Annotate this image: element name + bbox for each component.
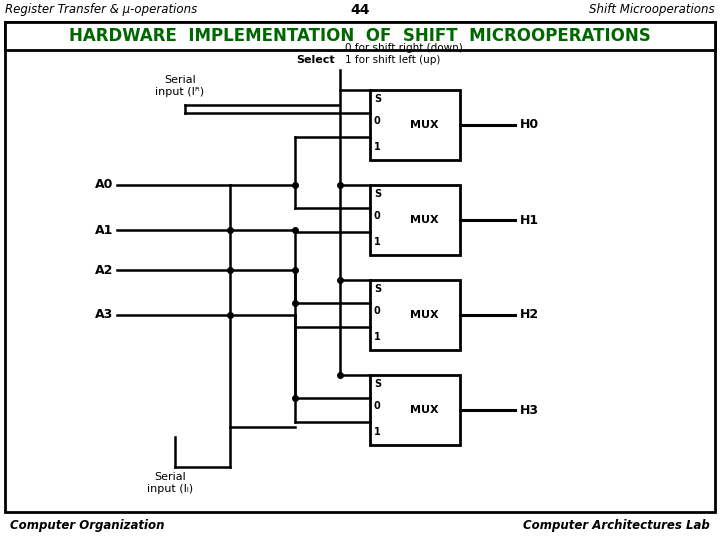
Text: A3: A3 (95, 308, 113, 321)
Text: 1: 1 (374, 427, 381, 437)
Text: S: S (374, 379, 381, 389)
Text: 44: 44 (350, 3, 370, 17)
Bar (370, 280, 460, 350)
Text: MUX: MUX (410, 405, 438, 415)
Text: 0: 0 (374, 116, 381, 126)
Bar (370, 185, 460, 255)
Text: Computer Organization: Computer Organization (10, 519, 164, 532)
Text: H3: H3 (520, 403, 539, 416)
Text: A2: A2 (95, 264, 113, 276)
Text: A0: A0 (95, 179, 113, 192)
Text: 1: 1 (374, 237, 381, 247)
Text: MUX: MUX (410, 120, 438, 130)
Text: 1: 1 (374, 142, 381, 152)
Text: MUX: MUX (410, 310, 438, 320)
Bar (370, 375, 460, 445)
Text: Register Transfer & μ-operations: Register Transfer & μ-operations (5, 3, 197, 17)
Text: S: S (374, 284, 381, 294)
Text: 0: 0 (374, 211, 381, 221)
Text: 0: 0 (374, 401, 381, 411)
Text: A1: A1 (95, 224, 113, 237)
Text: 1: 1 (374, 332, 381, 342)
Text: H1: H1 (520, 213, 539, 226)
Text: 0: 0 (374, 306, 381, 316)
Text: H2: H2 (520, 308, 539, 321)
Text: 0 for shift right (down)
1 for shift left (up): 0 for shift right (down) 1 for shift lef… (345, 43, 463, 65)
Text: Select: Select (297, 55, 335, 65)
Text: Serial
input (Iₗ): Serial input (Iₗ) (147, 472, 193, 494)
Text: Shift Microoperations: Shift Microoperations (590, 3, 715, 17)
Text: MUX: MUX (410, 215, 438, 225)
Text: HARDWARE  IMPLEMENTATION  OF  SHIFT  MICROOPERATIONS: HARDWARE IMPLEMENTATION OF SHIFT MICROOP… (69, 27, 651, 45)
Bar (370, 90, 460, 160)
Text: S: S (374, 189, 381, 199)
Text: Serial
input (Iᴿ): Serial input (Iᴿ) (156, 75, 204, 97)
Bar (5, 22, 715, 50)
Text: S: S (374, 94, 381, 104)
Text: Computer Architectures Lab: Computer Architectures Lab (523, 519, 710, 532)
Text: H0: H0 (520, 118, 539, 132)
